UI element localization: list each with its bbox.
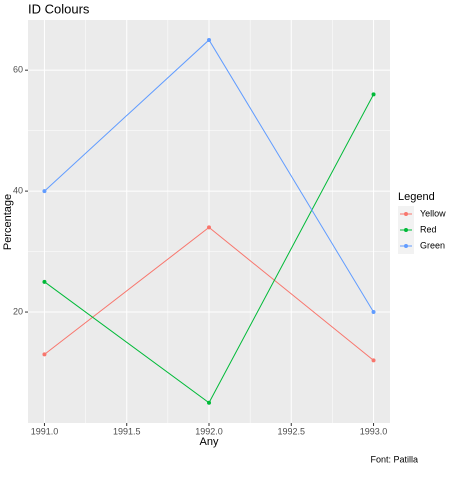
y-tick-label: 40	[13, 185, 23, 195]
point	[207, 37, 211, 42]
legend-label: Green	[420, 240, 445, 250]
x-tick-label: 1992.0	[195, 426, 223, 436]
x-tick-label: 1991.5	[113, 426, 141, 436]
point	[207, 225, 211, 230]
point	[42, 279, 47, 284]
x-tick-label: 1993.0	[360, 426, 388, 436]
legend-swatch-point	[404, 212, 408, 216]
y-tick-label: 20	[13, 306, 23, 316]
point	[42, 352, 47, 357]
legend-title: Legend	[398, 191, 435, 203]
chart-title: ID Colours	[28, 1, 90, 16]
legend-label: Red	[420, 224, 437, 234]
x-tick-label: 1992.5	[278, 426, 306, 436]
point	[371, 92, 376, 97]
legend-swatch-point	[404, 228, 408, 232]
x-axis-label: Any	[200, 436, 219, 448]
legend-label: Yellow	[420, 208, 446, 218]
caption: Font: Patilla	[370, 454, 418, 464]
legend-swatch-point	[404, 244, 408, 248]
x-tick-label: 1991.0	[31, 426, 59, 436]
point	[207, 400, 211, 405]
point	[371, 358, 376, 363]
y-tick-label: 60	[13, 65, 23, 75]
point	[42, 189, 47, 194]
y-axis-label: Percentage	[2, 194, 14, 250]
point	[371, 310, 376, 315]
